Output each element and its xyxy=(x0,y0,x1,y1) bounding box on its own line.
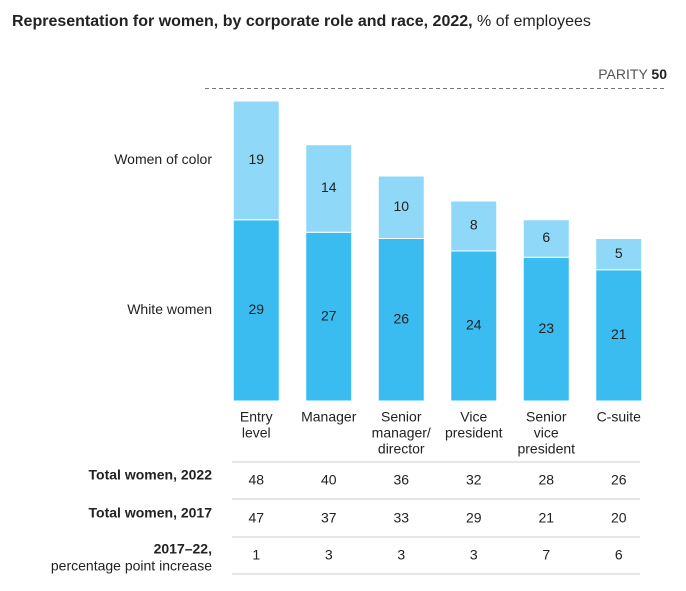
x-tick-label: vice xyxy=(534,425,559,441)
value-label: 14 xyxy=(321,179,337,195)
bar-segment xyxy=(377,238,425,402)
bar-segment xyxy=(232,100,280,221)
bar-segment xyxy=(450,200,498,252)
x-tick-label: C-suite xyxy=(597,409,642,425)
row-label: Total women, 2022 xyxy=(89,467,213,483)
subtitle: % of employees xyxy=(477,13,591,30)
bar-segment xyxy=(522,256,570,402)
table-cell: 1 xyxy=(252,547,260,563)
table-cell: 48 xyxy=(248,472,264,488)
value-label: 29 xyxy=(248,301,264,317)
x-tick-label: director xyxy=(378,441,425,457)
value-label: 26 xyxy=(393,310,409,326)
bar-segment xyxy=(595,269,643,402)
table-cell: 3 xyxy=(325,547,333,563)
table-cell: 26 xyxy=(611,472,627,488)
chart-title: Representation for women, by corporate r… xyxy=(12,13,591,30)
table-cell: 37 xyxy=(321,510,337,526)
x-tick-label: Senior xyxy=(381,409,422,425)
parity-value: 50 xyxy=(651,66,667,82)
bar-segment xyxy=(595,238,643,271)
x-tick-label: level xyxy=(242,425,271,441)
x-tick-label: Vice xyxy=(460,409,487,425)
table-cell: 3 xyxy=(470,547,478,563)
value-label: 6 xyxy=(542,229,550,245)
table-cell: 36 xyxy=(393,472,409,488)
table-cell: 40 xyxy=(321,472,337,488)
row-label: 2017–22, xyxy=(154,541,212,557)
table-cell: 3 xyxy=(397,547,405,563)
table-cell: 32 xyxy=(466,472,482,488)
value-label: 23 xyxy=(538,320,554,336)
value-label: 27 xyxy=(321,307,337,323)
x-tick-label: Entry xyxy=(240,409,273,425)
value-label: 21 xyxy=(611,326,627,342)
table-cell: 29 xyxy=(466,510,482,526)
value-label: 24 xyxy=(466,317,482,333)
title: Representation for women, by corporate r… xyxy=(12,13,473,30)
table-cell: 28 xyxy=(538,472,554,488)
x-tick-label: manager/ xyxy=(372,425,431,441)
series-label: Women of color xyxy=(114,151,212,167)
x-tick-label: Manager xyxy=(301,409,357,425)
bar-segment xyxy=(232,219,280,402)
x-tick-label: Senior xyxy=(526,409,567,425)
row-label: Total women, 2017 xyxy=(89,505,213,521)
row-label: percentage point increase xyxy=(51,558,212,574)
x-tick-label: president xyxy=(517,441,575,457)
table-cell: 20 xyxy=(611,510,627,526)
parity-text: PARITY xyxy=(598,66,648,82)
table-cell: 21 xyxy=(538,510,554,526)
table-cell: 47 xyxy=(248,510,264,526)
value-label: 8 xyxy=(470,217,478,233)
value-label: 19 xyxy=(248,151,264,167)
table-cell: 33 xyxy=(393,510,409,526)
table-cell: 7 xyxy=(542,547,550,563)
x-tick-label: president xyxy=(445,425,503,441)
bar-segment xyxy=(522,219,570,258)
bar-segment xyxy=(377,175,425,239)
value-label: 10 xyxy=(393,198,409,214)
bar-segment xyxy=(450,250,498,402)
parity-label: PARITY 50 xyxy=(598,66,667,82)
value-label: 5 xyxy=(615,245,623,261)
bar-segment xyxy=(305,144,353,233)
series-label: White women xyxy=(127,301,212,317)
table-cell: 6 xyxy=(615,547,623,563)
